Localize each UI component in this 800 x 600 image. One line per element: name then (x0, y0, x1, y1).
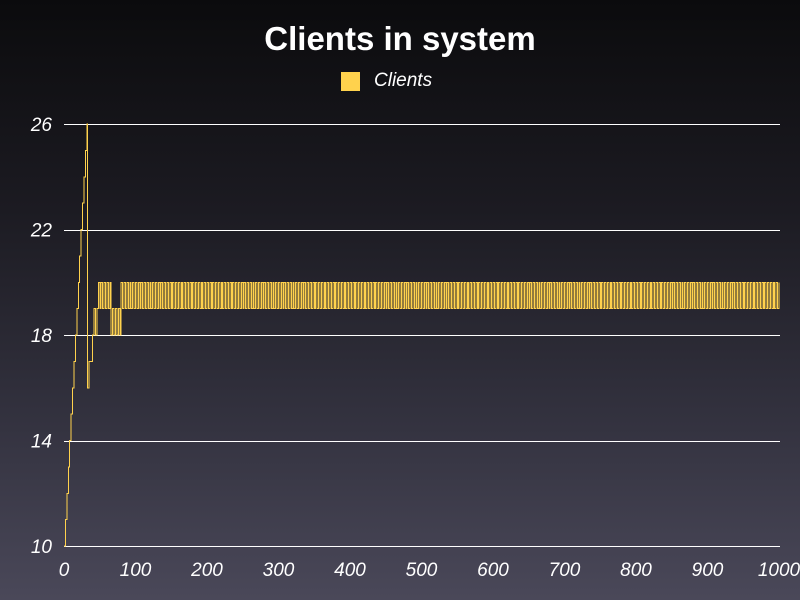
x-tick-label: 0 (59, 560, 70, 581)
x-axis-ticks: 0 100 200 300 400 500 600 700 800 900 1000 (59, 560, 800, 581)
y-tick-label: 14 (31, 432, 52, 453)
legend: Clients (341, 70, 432, 92)
legend-swatch-clients (341, 71, 360, 91)
x-tick-label: 700 (549, 560, 581, 581)
gridlines (64, 124, 780, 547)
x-tick-label: 100 (120, 560, 152, 581)
x-tick-label: 300 (263, 560, 295, 581)
y-axis-ticks: 10 14 18 22 26 (30, 115, 53, 558)
legend-label-clients: Clients (374, 70, 433, 91)
x-tick-label: 500 (406, 560, 438, 581)
x-tick-label: 600 (477, 560, 509, 581)
y-tick-label: 10 (31, 537, 53, 558)
x-tick-label: 1000 (758, 560, 800, 581)
series-line-clients (64, 123, 780, 547)
y-tick-label: 22 (30, 221, 53, 242)
y-tick-label: 26 (30, 115, 53, 136)
x-tick-label: 900 (692, 560, 724, 581)
x-tick-label: 800 (620, 560, 652, 581)
x-tick-label: 200 (190, 560, 223, 581)
x-tick-label: 400 (334, 560, 366, 581)
y-tick-label: 18 (31, 326, 53, 347)
series-layer (64, 123, 780, 547)
chart-title: Clients in system (264, 20, 536, 57)
